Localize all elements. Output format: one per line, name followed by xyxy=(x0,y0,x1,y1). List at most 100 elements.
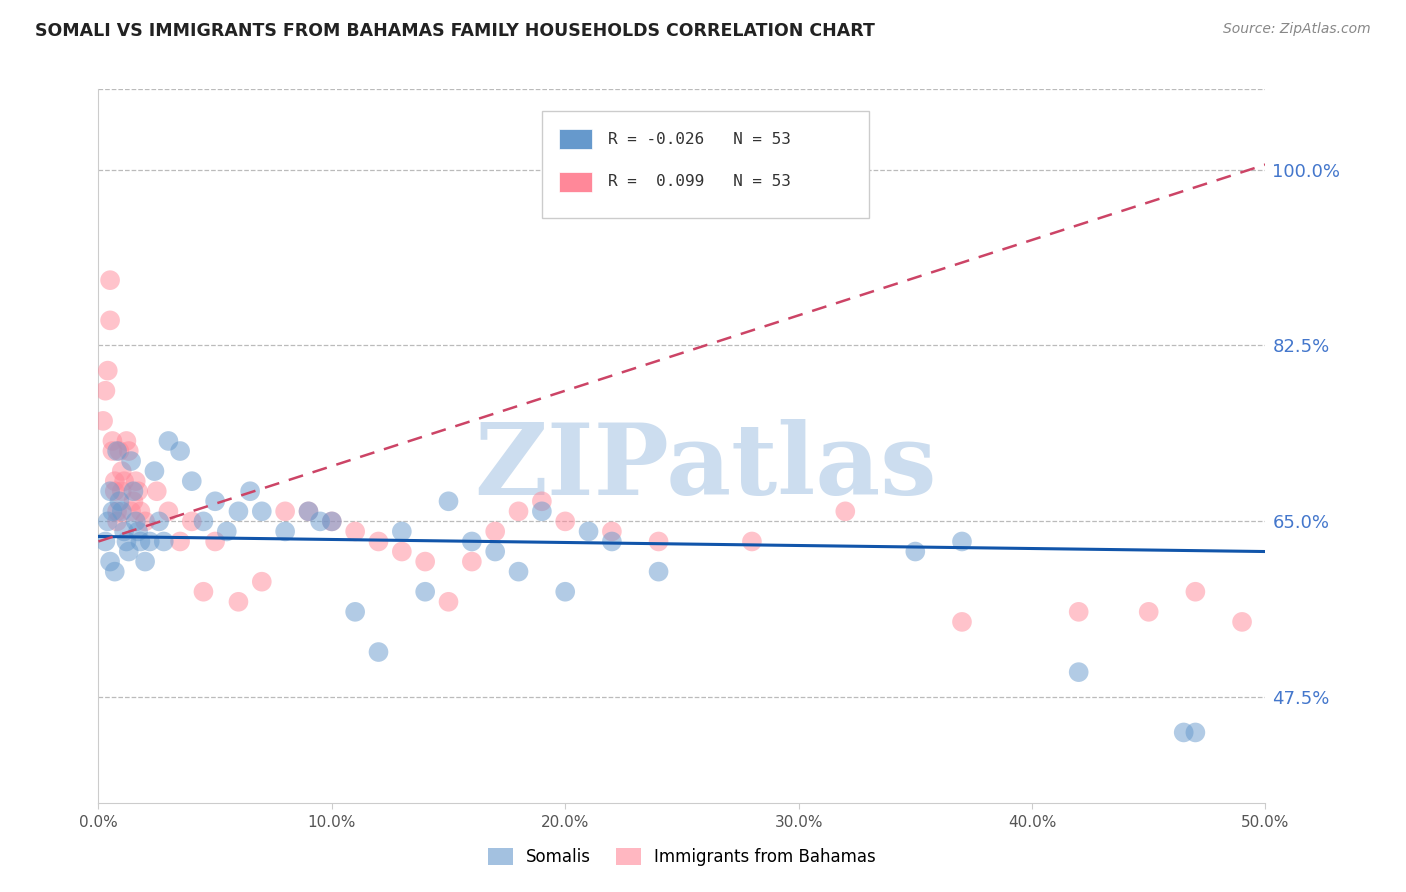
Point xyxy=(950,534,973,549)
Point xyxy=(98,484,121,499)
Point xyxy=(1173,725,1195,739)
Point xyxy=(1137,605,1160,619)
Point xyxy=(104,565,127,579)
Point xyxy=(98,555,121,569)
Point xyxy=(554,584,576,599)
Point xyxy=(120,504,142,518)
Point xyxy=(1067,605,1090,619)
Point xyxy=(125,515,148,529)
Point xyxy=(146,484,169,499)
Point xyxy=(134,555,156,569)
Point xyxy=(309,515,332,529)
Point xyxy=(118,444,141,458)
Point xyxy=(104,474,127,488)
Point xyxy=(139,534,162,549)
Point xyxy=(193,515,215,529)
Point xyxy=(437,595,460,609)
Point xyxy=(101,444,124,458)
Point xyxy=(367,534,389,549)
Point xyxy=(647,565,669,579)
Point xyxy=(204,534,226,549)
Point xyxy=(274,504,297,518)
Point xyxy=(180,474,202,488)
Point xyxy=(274,524,297,539)
Point xyxy=(105,444,128,458)
Point xyxy=(578,524,600,539)
Point xyxy=(437,494,460,508)
Point xyxy=(122,484,145,499)
Point xyxy=(204,494,226,508)
Point xyxy=(228,504,250,518)
Point xyxy=(391,524,413,539)
Point xyxy=(250,574,273,589)
Point xyxy=(157,504,180,518)
Point xyxy=(1184,725,1206,739)
Text: R =  0.099   N = 53: R = 0.099 N = 53 xyxy=(609,175,792,189)
Point xyxy=(344,524,367,539)
Point xyxy=(461,534,484,549)
Point xyxy=(193,584,215,599)
Point xyxy=(239,484,262,499)
Point xyxy=(125,474,148,488)
Text: R = -0.026   N = 53: R = -0.026 N = 53 xyxy=(609,132,792,146)
Point xyxy=(115,434,138,448)
Point xyxy=(152,534,174,549)
Point xyxy=(105,504,128,518)
Point xyxy=(169,444,191,458)
Point xyxy=(120,454,142,468)
Point xyxy=(148,515,170,529)
Point xyxy=(484,544,506,558)
Point xyxy=(98,313,121,327)
Point xyxy=(180,515,202,529)
Point xyxy=(169,534,191,549)
Point xyxy=(461,555,484,569)
Point xyxy=(129,504,152,518)
Point xyxy=(108,494,131,508)
Point xyxy=(98,273,121,287)
Point xyxy=(101,504,124,518)
Point xyxy=(112,524,135,539)
Point xyxy=(600,534,623,549)
Point xyxy=(321,515,343,529)
FancyBboxPatch shape xyxy=(541,111,869,218)
Point xyxy=(108,444,131,458)
Point xyxy=(413,584,436,599)
FancyBboxPatch shape xyxy=(560,129,592,149)
Point xyxy=(215,524,238,539)
Point xyxy=(413,555,436,569)
Point xyxy=(104,484,127,499)
Point xyxy=(904,544,927,558)
Point xyxy=(297,504,319,518)
FancyBboxPatch shape xyxy=(560,172,592,192)
Point xyxy=(129,534,152,549)
Point xyxy=(250,504,273,518)
Point xyxy=(321,515,343,529)
Point xyxy=(554,515,576,529)
Point xyxy=(101,434,124,448)
Text: Source: ZipAtlas.com: Source: ZipAtlas.com xyxy=(1223,22,1371,37)
Point xyxy=(143,464,166,478)
Text: SOMALI VS IMMIGRANTS FROM BAHAMAS FAMILY HOUSEHOLDS CORRELATION CHART: SOMALI VS IMMIGRANTS FROM BAHAMAS FAMILY… xyxy=(35,22,875,40)
Point xyxy=(94,384,117,398)
Point xyxy=(530,494,553,508)
Point xyxy=(111,464,134,478)
Point xyxy=(484,524,506,539)
Point xyxy=(115,534,138,549)
Point xyxy=(367,645,389,659)
Point xyxy=(508,504,530,518)
Point xyxy=(127,524,149,539)
Point xyxy=(1184,584,1206,599)
Point xyxy=(127,484,149,499)
Legend: Somalis, Immigrants from Bahamas: Somalis, Immigrants from Bahamas xyxy=(481,841,883,873)
Point xyxy=(118,544,141,558)
Point xyxy=(97,363,120,377)
Point xyxy=(91,414,114,428)
Point xyxy=(647,534,669,549)
Point xyxy=(94,534,117,549)
Point xyxy=(1230,615,1253,629)
Point xyxy=(122,494,145,508)
Point xyxy=(530,504,553,518)
Point xyxy=(834,504,856,518)
Point xyxy=(391,544,413,558)
Point xyxy=(157,434,180,448)
